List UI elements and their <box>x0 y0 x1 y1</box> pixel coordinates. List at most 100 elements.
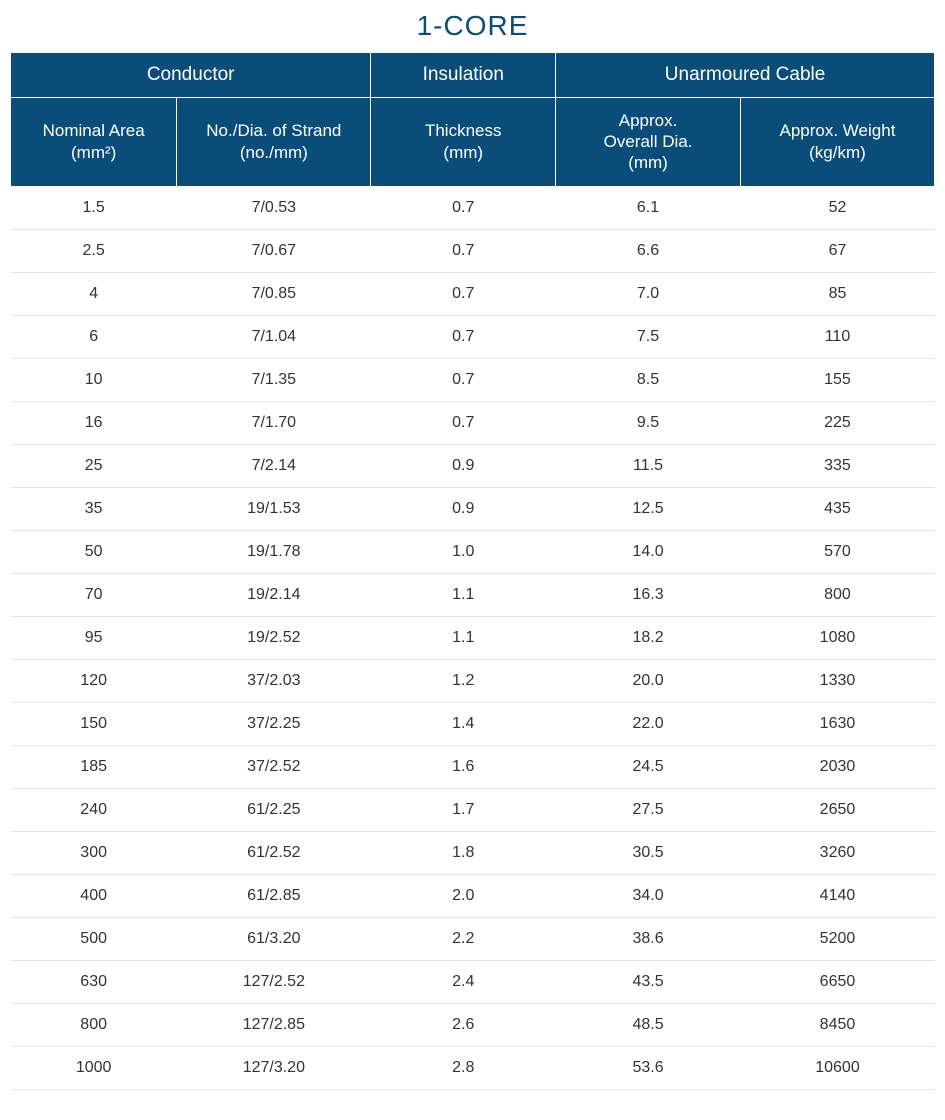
table-cell: 5200 <box>740 917 934 960</box>
table-cell: 22.0 <box>556 702 741 745</box>
table-cell: 7/0.67 <box>177 229 371 272</box>
table-cell: 0.9 <box>371 487 556 530</box>
table-cell: 800 <box>740 573 934 616</box>
table-cell: 25 <box>11 444 177 487</box>
table-cell: 1630 <box>740 702 934 745</box>
table-cell: 127/3.20 <box>177 1046 371 1089</box>
page-wrap: 1-CORE Conductor Insulation Unarmoured C… <box>0 0 945 1120</box>
table-body: 1.57/0.530.76.1522.57/0.670.76.66747/0.8… <box>11 186 935 1089</box>
col-header-nominal-area: Nominal Area(mm²) <box>11 97 177 186</box>
table-cell: 2.4 <box>371 960 556 1003</box>
table-cell: 7/1.35 <box>177 358 371 401</box>
table-row: 1000127/3.202.853.610600 <box>11 1046 935 1089</box>
table-cell: 400 <box>11 874 177 917</box>
table-row: 1.57/0.530.76.152 <box>11 186 935 229</box>
table-cell: 67 <box>740 229 934 272</box>
table-cell: 2.6 <box>371 1003 556 1046</box>
table-cell: 37/2.25 <box>177 702 371 745</box>
table-cell: 1.0 <box>371 530 556 573</box>
table-row: 30061/2.521.830.53260 <box>11 831 935 874</box>
table-row: 167/1.700.79.5225 <box>11 401 935 444</box>
table-cell: 1.1 <box>371 573 556 616</box>
table-cell: 300 <box>11 831 177 874</box>
table-cell: 2.2 <box>371 917 556 960</box>
table-cell: 38.6 <box>556 917 741 960</box>
table-cell: 24.5 <box>556 745 741 788</box>
table-cell: 240 <box>11 788 177 831</box>
table-cell: 14.0 <box>556 530 741 573</box>
table-cell: 150 <box>11 702 177 745</box>
table-cell: 27.5 <box>556 788 741 831</box>
col-header-thickness: Thickness(mm) <box>371 97 556 186</box>
table-row: 3519/1.530.912.5435 <box>11 487 935 530</box>
table-cell: 70 <box>11 573 177 616</box>
table-cell: 630 <box>11 960 177 1003</box>
table-sub-header-row: Nominal Area(mm²) No./Dia. of Strand(no.… <box>11 97 935 186</box>
table-cell: 52 <box>740 186 934 229</box>
table-row: 50061/3.202.238.65200 <box>11 917 935 960</box>
table-cell: 0.7 <box>371 401 556 444</box>
table-row: 800127/2.852.648.58450 <box>11 1003 935 1046</box>
table-cell: 500 <box>11 917 177 960</box>
table-cell: 2030 <box>740 745 934 788</box>
table-cell: 95 <box>11 616 177 659</box>
table-cell: 3260 <box>740 831 934 874</box>
table-cell: 16.3 <box>556 573 741 616</box>
table-cell: 1.2 <box>371 659 556 702</box>
table-cell: 7/0.85 <box>177 272 371 315</box>
table-cell: 7/1.04 <box>177 315 371 358</box>
table-row: 257/2.140.911.5335 <box>11 444 935 487</box>
table-cell: 20.0 <box>556 659 741 702</box>
table-cell: 6.6 <box>556 229 741 272</box>
table-cell: 34.0 <box>556 874 741 917</box>
table-cell: 19/1.53 <box>177 487 371 530</box>
table-cell: 10 <box>11 358 177 401</box>
table-cell: 435 <box>740 487 934 530</box>
table-cell: 6 <box>11 315 177 358</box>
table-cell: 1.6 <box>371 745 556 788</box>
table-row: 24061/2.251.727.52650 <box>11 788 935 831</box>
table-row: 630127/2.522.443.56650 <box>11 960 935 1003</box>
table-cell: 11.5 <box>556 444 741 487</box>
table-row: 67/1.040.77.5110 <box>11 315 935 358</box>
table-cell: 6650 <box>740 960 934 1003</box>
table-cell: 61/2.25 <box>177 788 371 831</box>
table-cell: 0.7 <box>371 315 556 358</box>
table-cell: 50 <box>11 530 177 573</box>
table-cell: 1.5 <box>11 186 177 229</box>
table-cell: 120 <box>11 659 177 702</box>
table-row: 2.57/0.670.76.667 <box>11 229 935 272</box>
table-cell: 2.5 <box>11 229 177 272</box>
table-cell: 0.7 <box>371 358 556 401</box>
table-cell: 19/2.52 <box>177 616 371 659</box>
table-cell: 6.1 <box>556 186 741 229</box>
table-cell: 1330 <box>740 659 934 702</box>
table-cell: 4140 <box>740 874 934 917</box>
table-cell: 19/1.78 <box>177 530 371 573</box>
group-header-conductor: Conductor <box>11 53 371 98</box>
table-cell: 18.2 <box>556 616 741 659</box>
table-cell: 2650 <box>740 788 934 831</box>
table-cell: 8450 <box>740 1003 934 1046</box>
table-cell: 53.6 <box>556 1046 741 1089</box>
table-cell: 19/2.14 <box>177 573 371 616</box>
table-cell: 1.4 <box>371 702 556 745</box>
table-cell: 1.1 <box>371 616 556 659</box>
table-cell: 43.5 <box>556 960 741 1003</box>
table-cell: 0.7 <box>371 186 556 229</box>
table-cell: 0.9 <box>371 444 556 487</box>
table-row: 47/0.850.77.085 <box>11 272 935 315</box>
table-row: 9519/2.521.118.21080 <box>11 616 935 659</box>
table-cell: 30.5 <box>556 831 741 874</box>
cable-spec-table: Conductor Insulation Unarmoured Cable No… <box>10 52 935 1090</box>
table-cell: 12.5 <box>556 487 741 530</box>
table-cell: 800 <box>11 1003 177 1046</box>
table-cell: 155 <box>740 358 934 401</box>
table-cell: 110 <box>740 315 934 358</box>
table-row: 12037/2.031.220.01330 <box>11 659 935 702</box>
table-cell: 7.5 <box>556 315 741 358</box>
table-cell: 2.0 <box>371 874 556 917</box>
table-cell: 570 <box>740 530 934 573</box>
table-cell: 4 <box>11 272 177 315</box>
table-cell: 61/2.85 <box>177 874 371 917</box>
